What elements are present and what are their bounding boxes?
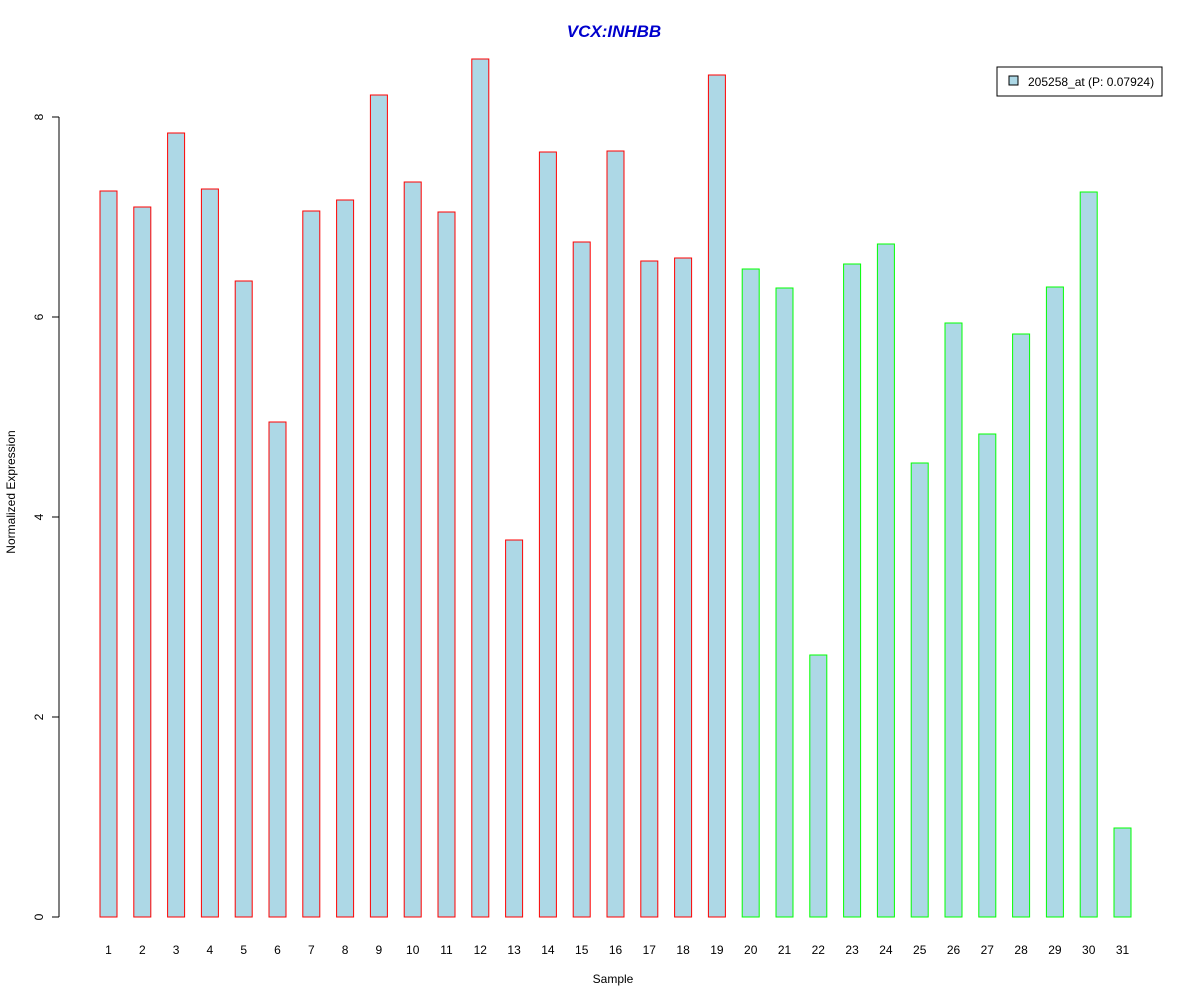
x-tick-label: 14 (541, 943, 555, 957)
x-tick-label: 15 (575, 943, 589, 957)
bar-sample-4 (200, 188, 219, 918)
x-tick-label: 30 (1082, 943, 1096, 957)
y-tick-label: 8 (32, 113, 46, 120)
x-tick-label: 16 (609, 943, 623, 957)
x-tick-label: 13 (507, 943, 521, 957)
x-tick-label: 9 (376, 943, 383, 957)
x-tick-label: 21 (778, 943, 792, 957)
bar-sample-11 (437, 211, 456, 918)
bar-sample-13 (505, 539, 524, 918)
legend: 205258_at (P: 0.07924) (996, 66, 1163, 97)
y-axis-label: Normalized Expression (4, 430, 18, 553)
bar-sample-9 (369, 94, 388, 918)
bar-sample-10 (403, 181, 422, 918)
bar-sample-21 (775, 287, 794, 918)
y-tick-label: 0 (32, 913, 46, 920)
x-axis-label: Sample (593, 972, 634, 986)
bar-sample-5 (234, 280, 253, 918)
bar-sample-7 (302, 210, 321, 918)
x-tick-label: 7 (308, 943, 315, 957)
x-tick-label: 8 (342, 943, 349, 957)
bar-sample-19 (707, 74, 726, 918)
x-tick-label: 27 (981, 943, 995, 957)
x-tick-label: 23 (845, 943, 859, 957)
bars (99, 58, 1132, 918)
x-tick-label: 17 (643, 943, 657, 957)
bar-sample-30 (1079, 191, 1098, 918)
x-tick-label: 28 (1014, 943, 1028, 957)
chart-title: VCX:INHBB (567, 22, 661, 41)
bar-sample-1 (99, 190, 118, 918)
y-tick-label: 2 (32, 713, 46, 720)
x-tick-label: 6 (274, 943, 281, 957)
bar-sample-16 (606, 150, 625, 918)
bar-sample-26 (944, 322, 963, 918)
bar-sample-6 (268, 421, 287, 918)
x-tick-label: 3 (173, 943, 180, 957)
bar-sample-12 (471, 58, 490, 918)
x-tick-label: 19 (710, 943, 724, 957)
y-axis: 0 2 4 6 8 (32, 113, 60, 920)
bar-sample-20 (741, 268, 760, 918)
y-tick-label: 4 (32, 513, 46, 520)
legend-swatch (1008, 75, 1019, 86)
x-tick-label: 29 (1048, 943, 1062, 957)
bar-sample-18 (674, 257, 693, 918)
x-tick-label: 20 (744, 943, 758, 957)
x-tick-label: 1 (105, 943, 112, 957)
x-tick-label: 11 (440, 943, 453, 957)
bar-sample-27 (978, 433, 997, 918)
bar-sample-15 (572, 241, 591, 918)
bar-sample-25 (910, 462, 929, 918)
bar-sample-3 (167, 132, 186, 918)
bar-sample-31 (1113, 827, 1132, 918)
y-tick-label: 6 (32, 313, 46, 320)
bar-sample-23 (843, 263, 862, 918)
bar-sample-28 (1012, 333, 1031, 918)
bar-sample-24 (876, 243, 895, 918)
legend-label: 205258_at (P: 0.07924) (1028, 75, 1154, 89)
x-tick-label: 5 (240, 943, 247, 957)
bar-sample-8 (336, 199, 355, 918)
x-tick-label: 24 (879, 943, 893, 957)
x-tick-label: 31 (1116, 943, 1130, 957)
bar-sample-14 (538, 151, 557, 918)
legend-box (996, 66, 1163, 97)
x-tick-label: 26 (947, 943, 961, 957)
bar-sample-29 (1045, 286, 1064, 918)
bar-sample-17 (640, 260, 659, 918)
x-tick-label: 10 (406, 943, 420, 957)
x-tick-label: 22 (812, 943, 826, 957)
x-tick-label: 2 (139, 943, 146, 957)
bar-sample-2 (133, 206, 152, 918)
x-tick-label: 12 (474, 943, 488, 957)
x-tick-label: 25 (913, 943, 927, 957)
x-tick-label: 4 (207, 943, 214, 957)
bar-sample-22 (809, 654, 828, 918)
x-tick-label: 18 (676, 943, 690, 957)
x-tick-labels: 1 2 3 4 5 6 7 8 9 10 11 12 13 14 15 16 17 18 19 20 21 22 23 24 2… (105, 943, 1129, 957)
